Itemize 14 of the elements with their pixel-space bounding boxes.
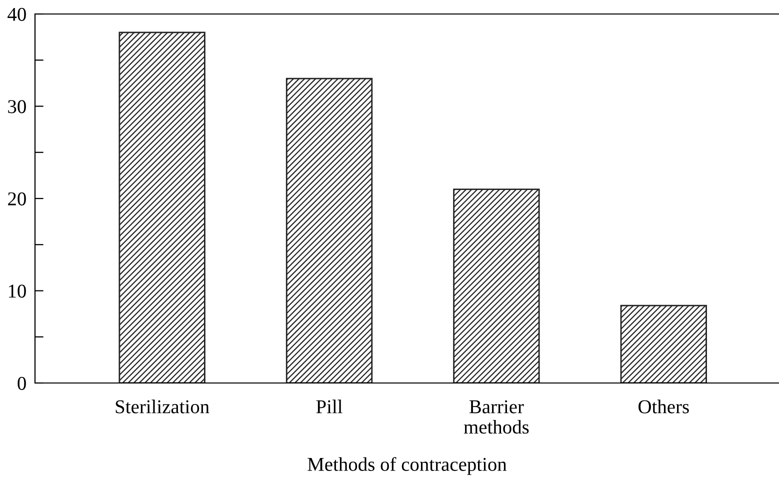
x-tick-label: Pill (316, 400, 342, 414)
bar (620, 304, 707, 383)
x-tick-label: Sterilization (116, 400, 210, 414)
y-tick-label: 30 (8, 100, 26, 114)
bar (286, 78, 373, 383)
y-tick-label: 20 (8, 192, 26, 206)
x-tick-label: Others (638, 400, 689, 414)
y-tick-label: 40 (8, 8, 26, 21)
bar (453, 188, 540, 383)
x-tick-label: Barrier methods (464, 400, 529, 434)
bar (118, 32, 206, 383)
y-tick-label: 10 (8, 284, 26, 298)
y-tick-label: 0 (18, 376, 26, 390)
x-axis-title: Methods of contraception (308, 457, 507, 475)
